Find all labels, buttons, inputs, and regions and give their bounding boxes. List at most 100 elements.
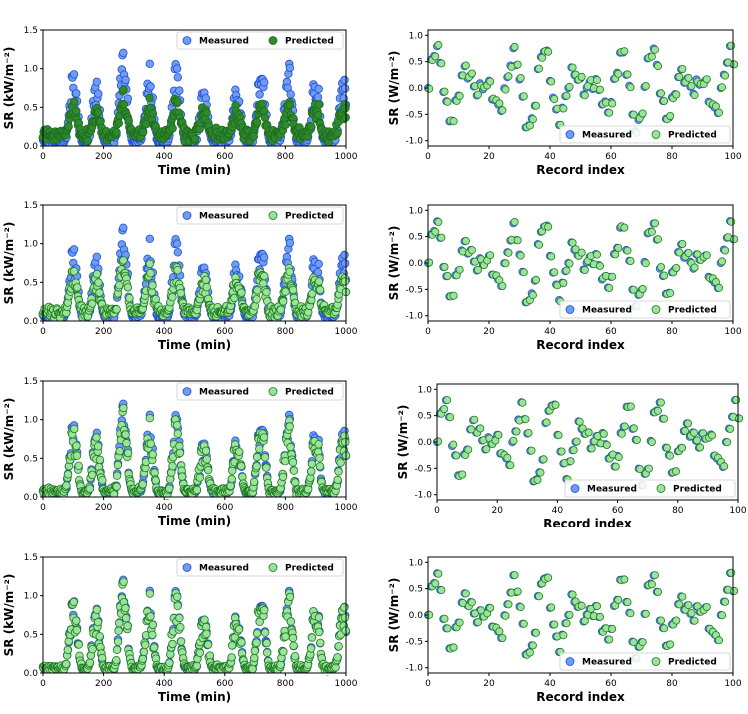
predicted-point <box>568 590 577 599</box>
predicted-point <box>690 263 699 272</box>
predicted-point <box>730 60 739 69</box>
predicted-point <box>285 267 294 276</box>
predicted-point <box>148 620 158 630</box>
predicted-point <box>138 654 147 664</box>
legend: Measured Predicted <box>176 382 344 401</box>
predicted-point <box>276 305 285 314</box>
predicted-point <box>165 658 174 668</box>
predicted-point <box>535 64 544 73</box>
predicted-point <box>443 396 452 405</box>
predicted-point <box>452 451 461 460</box>
y-axis-label: SR (W/m⁻²) <box>387 226 401 301</box>
predicted-point <box>623 246 632 255</box>
y-tick-label: 1.0 <box>418 385 433 395</box>
predicted-point <box>145 414 154 423</box>
predicted-point <box>281 120 290 130</box>
predicted-point <box>650 219 659 228</box>
measured-point <box>94 89 103 98</box>
predicted-point <box>288 633 298 643</box>
x-tick-label: 0 <box>434 506 440 516</box>
predicted-point <box>202 108 211 117</box>
legend-measured-marker <box>182 387 192 396</box>
predicted-point <box>340 613 350 622</box>
predicted-point <box>519 92 528 101</box>
predicted-point <box>314 440 323 449</box>
predicted-point <box>123 448 133 458</box>
y-tick-label: -1.0 <box>405 312 423 322</box>
predicted-point <box>281 457 290 466</box>
predicted-point <box>98 476 107 485</box>
predicted-point <box>151 294 160 304</box>
predicted-point <box>476 424 485 433</box>
x-axis-label: Time (min) <box>158 690 231 704</box>
legend-measured-marker <box>570 484 580 493</box>
legend-predicted-marker <box>656 484 666 493</box>
y-tick-label: 1.0 <box>24 592 39 602</box>
legend: Measured Predicted <box>559 300 731 319</box>
predicted-point <box>641 609 650 618</box>
predicted-point <box>715 636 724 645</box>
legend-predicted-label: Predicted <box>285 388 334 398</box>
predicted-point <box>112 645 122 654</box>
x-tick-label: 400 <box>156 679 173 689</box>
predicted-point <box>262 288 271 297</box>
y-tick-label: 0.0 <box>409 84 424 94</box>
predicted-point <box>237 288 246 297</box>
legend-measured-label: Measured <box>587 485 637 495</box>
predicted-point <box>723 438 732 447</box>
predicted-point <box>536 468 545 477</box>
x-tick-label: 1000 <box>335 327 358 337</box>
predicted-point <box>547 603 556 612</box>
predicted-point <box>626 402 635 411</box>
predicted-point <box>227 474 236 484</box>
predicted-point <box>115 281 124 290</box>
predicted-point <box>249 477 259 487</box>
predicted-point <box>611 462 620 471</box>
predicted-point <box>92 269 102 279</box>
predicted-point <box>227 653 236 662</box>
predicted-point <box>431 579 440 588</box>
x-tick-label: 60 <box>605 327 617 337</box>
predicted-point <box>532 275 541 284</box>
predicted-point <box>666 640 675 649</box>
predicted-point <box>559 278 568 287</box>
predicted-point <box>112 305 121 314</box>
mask <box>368 527 748 557</box>
predicted-point <box>437 586 446 595</box>
predicted-point <box>449 117 458 126</box>
predicted-point <box>455 618 464 627</box>
predicted-point <box>290 652 300 661</box>
legend-measured-marker <box>182 563 192 572</box>
predicted-point <box>626 609 635 618</box>
predicted-point <box>656 398 665 407</box>
predicted-point <box>173 429 182 438</box>
measured-point <box>175 86 184 95</box>
predicted-point <box>467 69 476 78</box>
measured-point <box>123 94 132 103</box>
predicted-point <box>498 281 507 290</box>
legend-predicted-marker <box>651 657 661 666</box>
predicted-point <box>253 117 262 127</box>
predicted-point <box>672 467 681 476</box>
predicted-point <box>340 277 350 286</box>
legend-measured-label: Measured <box>582 306 632 316</box>
predicted-point <box>443 624 452 633</box>
predicted-point <box>528 641 537 650</box>
predicted-point <box>168 639 177 649</box>
x-tick-label: 60 <box>605 679 617 689</box>
predicted-point <box>647 52 656 61</box>
predicted-point <box>434 437 443 446</box>
predicted-point <box>721 71 730 80</box>
predicted-point <box>533 475 542 484</box>
predicted-point <box>314 100 323 109</box>
predicted-point <box>629 110 638 119</box>
measured-point <box>255 90 264 99</box>
predicted-point <box>114 118 123 128</box>
predicted-point <box>123 621 132 631</box>
predicted-point <box>121 430 130 439</box>
predicted-point <box>684 248 693 257</box>
measured-point <box>146 82 155 91</box>
predicted-point <box>528 115 537 124</box>
x-axis-label: Time (min) <box>158 338 231 352</box>
